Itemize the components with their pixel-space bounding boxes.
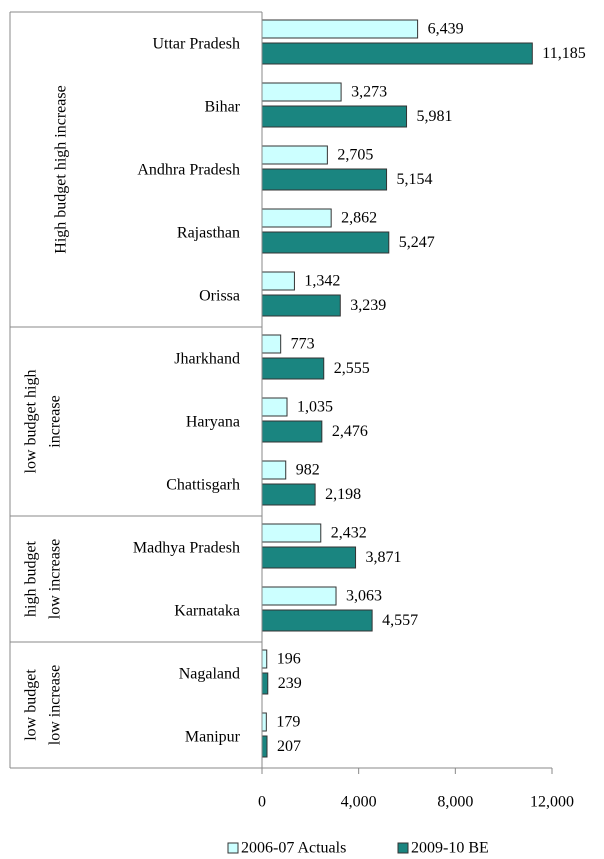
group-label: increase — [47, 395, 64, 447]
value-label: 5,247 — [399, 234, 435, 251]
bar — [261, 735, 268, 758]
bar — [261, 546, 357, 569]
bar — [261, 82, 342, 102]
category-label: Manipur — [185, 729, 241, 746]
group-label: high budget — [23, 540, 40, 617]
value-label: 2,862 — [341, 210, 377, 227]
category-label: Jharkhand — [174, 351, 240, 368]
value-label: 982 — [296, 462, 320, 479]
x-tick-label: 12,000 — [530, 794, 574, 811]
value-label: 2,432 — [331, 525, 367, 542]
value-label: 196 — [277, 651, 301, 668]
value-label: 5,981 — [417, 108, 453, 125]
value-label: 3,239 — [350, 297, 386, 314]
value-label: 4,557 — [382, 612, 418, 629]
bar — [261, 334, 282, 354]
category-label: Orissa — [199, 288, 240, 305]
group-label: low budget — [23, 669, 40, 741]
bar — [261, 460, 287, 480]
category-label: Andhra Pradesh — [137, 162, 240, 179]
value-label: 3,871 — [366, 549, 402, 566]
category-label: Chattisgarh — [166, 477, 240, 494]
bar — [261, 586, 337, 606]
bar — [261, 712, 267, 732]
value-label: 11,185 — [542, 45, 585, 62]
value-label: 1,342 — [304, 273, 340, 290]
x-tick-label: 0 — [258, 794, 266, 811]
bar — [261, 397, 288, 417]
category-label: Rajasthan — [177, 225, 240, 242]
value-label: 2,555 — [334, 360, 370, 377]
group-label: low increase — [47, 539, 64, 619]
bar — [261, 208, 332, 228]
bar — [261, 357, 325, 380]
x-tick-label: 4,000 — [341, 794, 377, 811]
value-label: 2,476 — [332, 423, 368, 440]
bar — [261, 271, 295, 291]
bar — [261, 420, 323, 443]
value-label: 5,154 — [397, 171, 433, 188]
category-label: Bihar — [204, 99, 240, 116]
bar — [261, 231, 390, 254]
value-label: 207 — [277, 738, 301, 755]
x-tick-label: 8,000 — [437, 794, 473, 811]
group-label: low budget high — [23, 370, 40, 474]
bar — [261, 19, 419, 39]
legend-swatch — [227, 842, 239, 854]
group-label: low increase — [47, 665, 64, 745]
group-label: High budget high increase — [53, 85, 70, 253]
value-label: 6,439 — [428, 21, 464, 38]
legend-swatch — [397, 842, 409, 854]
category-label: Uttar Pradesh — [152, 36, 240, 53]
bar — [261, 42, 533, 65]
bar — [261, 672, 269, 695]
value-label: 179 — [276, 714, 300, 731]
category-label: Madhya Pradesh — [133, 540, 240, 557]
category-label: Haryana — [186, 414, 240, 431]
category-label: Nagaland — [179, 666, 240, 683]
value-label: 1,035 — [297, 399, 333, 416]
value-label: 2,705 — [337, 147, 373, 164]
bar — [261, 145, 328, 165]
bar — [261, 294, 341, 317]
legend-label: 2006-07 Actuals — [241, 840, 346, 857]
legend-label: 2009-10 BE — [411, 840, 489, 857]
value-label: 3,273 — [351, 84, 387, 101]
bar — [261, 609, 373, 632]
category-label: Karnataka — [174, 603, 240, 620]
value-label: 239 — [278, 675, 302, 692]
bar — [261, 105, 408, 128]
bar — [261, 168, 388, 191]
value-label: 3,063 — [346, 588, 382, 605]
bar — [261, 483, 316, 506]
bar — [261, 523, 322, 543]
value-label: 773 — [291, 336, 315, 353]
bar — [261, 649, 268, 669]
value-label: 2,198 — [325, 486, 361, 503]
